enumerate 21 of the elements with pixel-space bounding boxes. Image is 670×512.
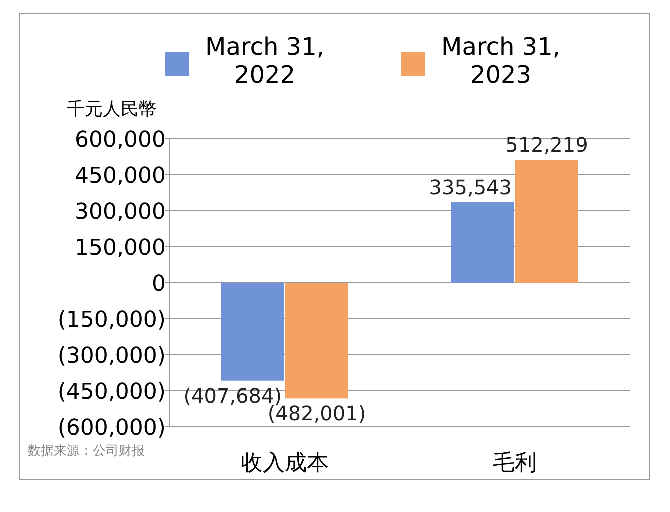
data-label: 512,219	[506, 133, 588, 158]
bar	[451, 202, 514, 283]
y-tick-label: (150,000)	[58, 308, 166, 333]
y-tick-label: (600,000)	[58, 416, 166, 441]
y-tick-label: (450,000)	[58, 380, 166, 405]
x-tick-label: 收入成本	[241, 451, 329, 476]
y-axis-title: 千元人民幣	[67, 99, 157, 120]
y-tick-label: (300,000)	[58, 344, 166, 369]
bar	[285, 283, 348, 399]
legend-label: March 31, 2023	[442, 33, 560, 89]
x-tick-label: 毛利	[493, 451, 537, 476]
y-tick-label: 600,000	[75, 128, 166, 153]
bar	[515, 160, 578, 283]
y-tick-label: 300,000	[75, 200, 166, 225]
bar	[221, 283, 284, 381]
y-tick-label: 150,000	[75, 236, 166, 261]
legend-label: March 31, 2022	[206, 33, 324, 89]
y-tick-label: 450,000	[75, 164, 166, 189]
y-tick-label: 0	[152, 272, 166, 297]
data-label: 335,543	[429, 175, 512, 200]
source-note: 数据来源：公司财报	[28, 444, 145, 459]
